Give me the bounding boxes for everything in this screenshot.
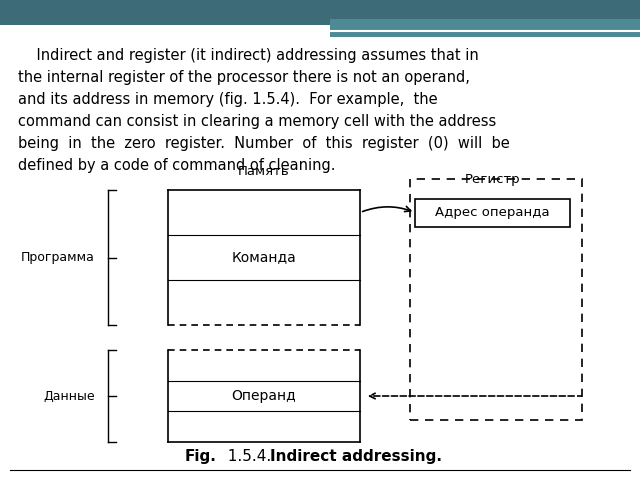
Text: Программа: Программа — [21, 251, 95, 264]
Text: Команда: Команда — [232, 251, 296, 264]
Text: Адрес операнда: Адрес операнда — [435, 206, 550, 219]
Text: and its address in memory (fig. 1.5.4).  For example,  the: and its address in memory (fig. 1.5.4). … — [18, 92, 438, 107]
Text: command can consist in clearing a memory cell with the address: command can consist in clearing a memory… — [18, 114, 496, 129]
Text: Данные: Данные — [44, 389, 95, 403]
Text: Регистр: Регистр — [465, 173, 520, 187]
Text: Indirect and register (it indirect) addressing assumes that in: Indirect and register (it indirect) addr… — [18, 48, 479, 63]
Bar — [415, 199, 570, 227]
Text: Память: Память — [238, 165, 290, 178]
Bar — [0, 0, 640, 25]
Bar — [410, 179, 582, 420]
Text: Fig.: Fig. — [185, 449, 217, 464]
Text: being  in  the  zero  register.  Number  of  this  register  (0)  will  be: being in the zero register. Number of th… — [18, 136, 509, 151]
Text: Операнд: Операнд — [232, 389, 296, 403]
Text: 1.5.4.: 1.5.4. — [218, 449, 281, 464]
Bar — [330, 19, 640, 37]
Text: defined by a code of command of cleaning.: defined by a code of command of cleaning… — [18, 158, 335, 173]
Text: Indirect addressing.: Indirect addressing. — [270, 449, 442, 464]
Text: the internal register of the processor there is not an operand,: the internal register of the processor t… — [18, 70, 470, 85]
